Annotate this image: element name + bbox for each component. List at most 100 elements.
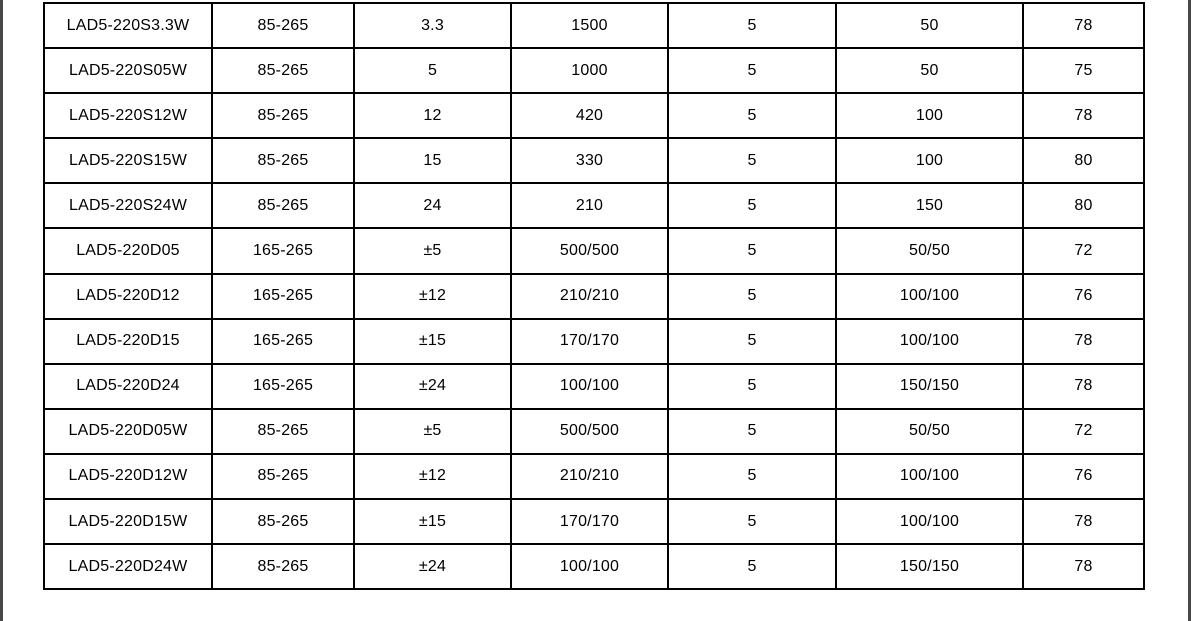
- table-cell-input-voltage-range: 85-265: [211, 182, 355, 230]
- table-cell-efficiency: 78: [1022, 543, 1145, 591]
- table-cell-input-voltage-range: 85-265: [211, 543, 355, 591]
- table-cell-ripple-noise: 100/100: [835, 272, 1024, 320]
- table-cell-output-current: 170/170: [510, 317, 669, 365]
- table-cell-ripple-noise: 100/100: [835, 452, 1024, 501]
- table-cell-output-voltage: ±15: [353, 317, 512, 365]
- table-cell-load-regulation: 5: [667, 182, 837, 230]
- table-cell-model: LAD5-220D05W: [43, 407, 213, 455]
- table-cell-output-current: 100/100: [510, 543, 669, 591]
- table-cell-output-current: 1000: [510, 47, 669, 95]
- table-cell-ripple-noise: 150/150: [835, 362, 1024, 410]
- table-row: LAD5-220D15 165-265 ±15 170/170 5 100/100 78: [43, 317, 1145, 365]
- table-cell-load-regulation: 5: [667, 498, 837, 546]
- table-cell-efficiency: 80: [1022, 182, 1145, 230]
- table-row: LAD5-220D12W 85-265 ±12 210/210 5 100/100 76: [43, 452, 1145, 501]
- table-cell-load-regulation: 5: [667, 543, 837, 591]
- table-cell-input-voltage-range: 85-265: [211, 47, 355, 95]
- table-cell-input-voltage-range: 85-265: [211, 407, 355, 455]
- spec-table-body: LAD5-220S3.3W 85-265 3.3 1500 5 50 78 LAD5-220S…: [43, 1, 1145, 591]
- table-cell-output-voltage: ±15: [353, 498, 512, 546]
- table-cell-output-current: 1500: [510, 1, 669, 50]
- table-row: LAD5-220S3.3W 85-265 3.3 1500 5 50 78: [43, 1, 1145, 50]
- table-cell-load-regulation: 5: [667, 272, 837, 320]
- table-cell-ripple-noise: 100/100: [835, 498, 1024, 546]
- table-cell-ripple-noise: 100: [835, 92, 1024, 140]
- table-row: LAD5-220S05W 85-265 5 1000 5 50 75: [43, 47, 1145, 95]
- table-cell-load-regulation: 5: [667, 47, 837, 95]
- table-cell-output-current: 210: [510, 182, 669, 230]
- table-cell-efficiency: 78: [1022, 92, 1145, 140]
- table-cell-output-current: 100/100: [510, 362, 669, 410]
- table-cell-ripple-noise: 150/150: [835, 543, 1024, 591]
- table-cell-ripple-noise: 150: [835, 182, 1024, 230]
- table-row: LAD5-220D15W 85-265 ±15 170/170 5 100/100 78: [43, 498, 1145, 546]
- table-cell-output-current: 210/210: [510, 452, 669, 501]
- table-cell-output-current: 500/500: [510, 407, 669, 455]
- table-cell-model: LAD5-220S05W: [43, 47, 213, 95]
- table-cell-efficiency: 78: [1022, 362, 1145, 410]
- table-cell-model: LAD5-220D12: [43, 272, 213, 320]
- table-row: LAD5-220D05 165-265 ±5 500/500 5 50/50 72: [43, 227, 1145, 275]
- table-cell-model: LAD5-220D24W: [43, 543, 213, 591]
- table-cell-load-regulation: 5: [667, 407, 837, 455]
- table-cell-efficiency: 72: [1022, 227, 1145, 275]
- table-cell-output-voltage: ±5: [353, 227, 512, 275]
- table-cell-efficiency: 78: [1022, 1, 1145, 50]
- table-cell-load-regulation: 5: [667, 452, 837, 501]
- table-cell-input-voltage-range: 165-265: [211, 317, 355, 365]
- table-row: LAD5-220S12W 85-265 12 420 5 100 78: [43, 92, 1145, 140]
- table-cell-output-voltage: 5: [353, 47, 512, 95]
- table-cell-ripple-noise: 50: [835, 1, 1024, 50]
- table-cell-output-voltage: 3.3: [353, 1, 512, 50]
- table-cell-input-voltage-range: 165-265: [211, 362, 355, 410]
- table-cell-model: LAD5-220S3.3W: [43, 1, 213, 50]
- table-row: LAD5-220D24W 85-265 ±24 100/100 5 150/150 78: [43, 543, 1145, 591]
- table-cell-load-regulation: 5: [667, 227, 837, 275]
- table-cell-ripple-noise: 100: [835, 137, 1024, 185]
- table-cell-load-regulation: 5: [667, 137, 837, 185]
- table-cell-model: LAD5-220D15W: [43, 498, 213, 546]
- table-cell-efficiency: 72: [1022, 407, 1145, 455]
- table-cell-output-current: 420: [510, 92, 669, 140]
- table-cell-input-voltage-range: 165-265: [211, 227, 355, 275]
- table-cell-output-current: 170/170: [510, 498, 669, 546]
- table-cell-input-voltage-range: 85-265: [211, 498, 355, 546]
- table-cell-ripple-noise: 50: [835, 47, 1024, 95]
- table-cell-model: LAD5-220S24W: [43, 182, 213, 230]
- table-row: LAD5-220S15W 85-265 15 330 5 100 80: [43, 137, 1145, 185]
- page-left-edge: [0, 0, 3, 621]
- table-row: LAD5-220D12 165-265 ±12 210/210 5 100/100 76: [43, 272, 1145, 320]
- table-cell-efficiency: 76: [1022, 272, 1145, 320]
- table-cell-output-voltage: 24: [353, 182, 512, 230]
- table-cell-efficiency: 78: [1022, 317, 1145, 365]
- table-cell-output-voltage: 12: [353, 92, 512, 140]
- table-cell-output-current: 500/500: [510, 227, 669, 275]
- table-cell-model: LAD5-220S12W: [43, 92, 213, 140]
- table-cell-load-regulation: 5: [667, 1, 837, 50]
- table-cell-efficiency: 80: [1022, 137, 1145, 185]
- table-cell-output-voltage: 15: [353, 137, 512, 185]
- table-cell-output-voltage: ±24: [353, 362, 512, 410]
- table-cell-model: LAD5-220D05: [43, 227, 213, 275]
- table-cell-model: LAD5-220D12W: [43, 452, 213, 501]
- table-cell-load-regulation: 5: [667, 317, 837, 365]
- table-cell-input-voltage-range: 85-265: [211, 1, 355, 50]
- table-cell-ripple-noise: 50/50: [835, 407, 1024, 455]
- spec-table: LAD5-220S3.3W 85-265 3.3 1500 5 50 78 LAD5-220S…: [43, 1, 1145, 591]
- table-cell-output-current: 330: [510, 137, 669, 185]
- table-cell-efficiency: 78: [1022, 498, 1145, 546]
- table-cell-model: LAD5-220D24: [43, 362, 213, 410]
- table-cell-output-current: 210/210: [510, 272, 669, 320]
- table-cell-model: LAD5-220D15: [43, 317, 213, 365]
- table-cell-ripple-noise: 50/50: [835, 227, 1024, 275]
- table-cell-output-voltage: ±24: [353, 543, 512, 591]
- table-cell-output-voltage: ±12: [353, 452, 512, 501]
- page-right-edge: [1188, 0, 1191, 621]
- table-row: LAD5-220D24 165-265 ±24 100/100 5 150/150 78: [43, 362, 1145, 410]
- table-cell-load-regulation: 5: [667, 92, 837, 140]
- table-cell-model: LAD5-220S15W: [43, 137, 213, 185]
- table-cell-input-voltage-range: 85-265: [211, 137, 355, 185]
- table-row: LAD5-220S24W 85-265 24 210 5 150 80: [43, 182, 1145, 230]
- table-cell-load-regulation: 5: [667, 362, 837, 410]
